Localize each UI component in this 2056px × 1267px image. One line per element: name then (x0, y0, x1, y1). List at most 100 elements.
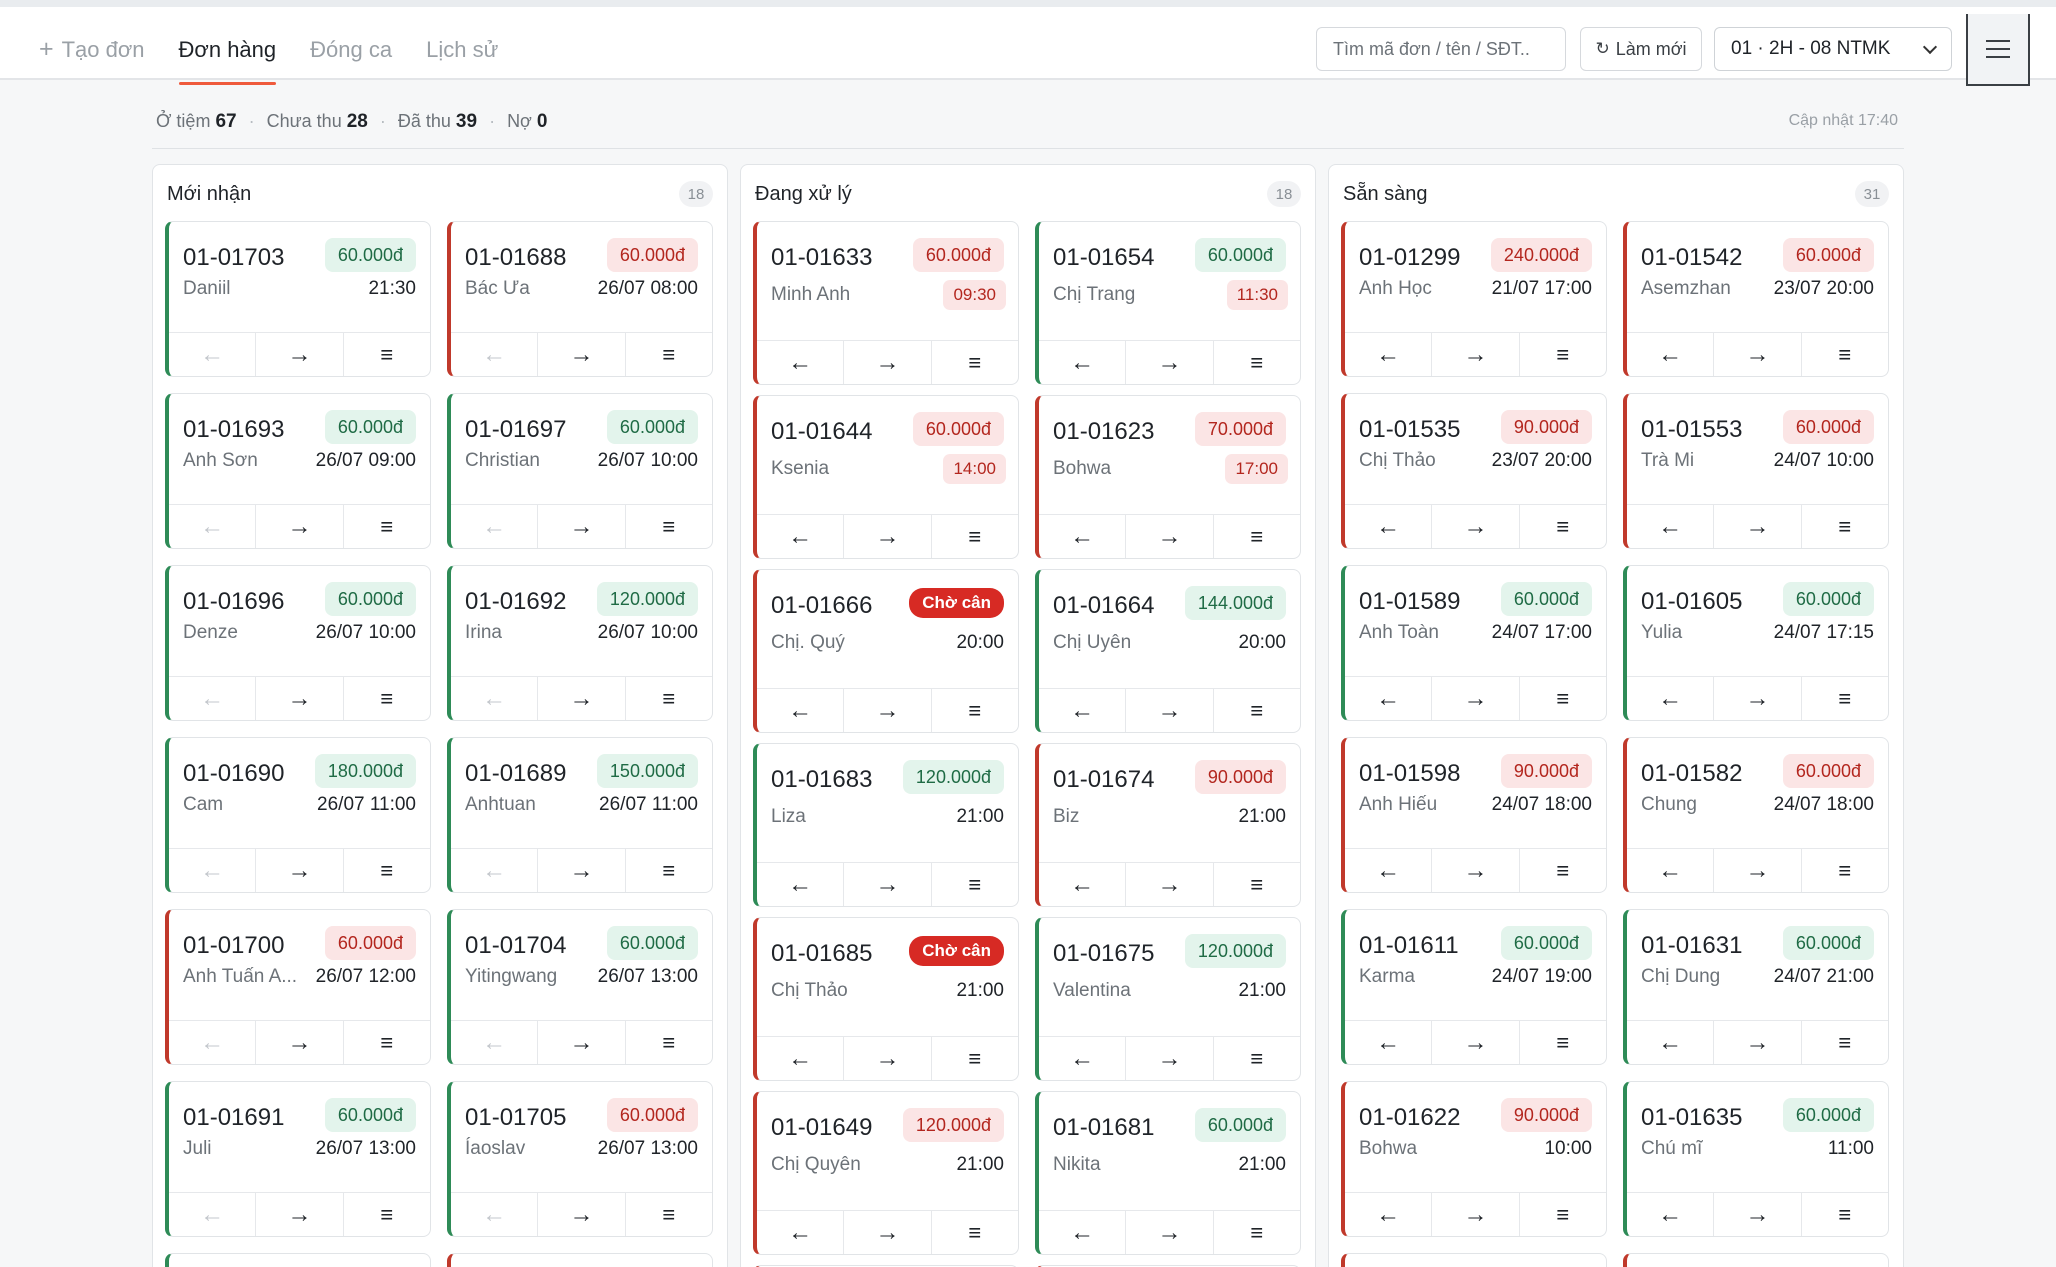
order-card[interactable]: 01-01705 60.000đ Íaoslav 26/07 13:00 ← → ≡ (447, 1081, 713, 1237)
order-card[interactable]: 01-01704 60.000đ Yitingwang 26/07 13:00 ← → ≡ (447, 909, 713, 1065)
card-menu-icon[interactable]: ≡ (1250, 523, 1264, 549)
card-menu-icon[interactable]: ≡ (662, 1201, 676, 1227)
refresh-button[interactable]: ↻ Làm mới (1580, 27, 1702, 71)
card-menu-icon[interactable]: ≡ (1838, 857, 1852, 883)
move-forward-arrow-icon[interactable]: → (844, 515, 932, 558)
move-back-arrow-icon[interactable]: ← (757, 341, 845, 384)
card-menu-icon[interactable]: ≡ (1838, 1029, 1852, 1055)
move-back-arrow-icon[interactable]: ← (1627, 677, 1715, 720)
move-back-arrow-icon[interactable]: ← (1627, 505, 1715, 548)
order-card[interactable]: 01-01681 60.000đ Nikita 21:00 ← → ≡ (1035, 1091, 1301, 1255)
order-card[interactable]: 01-01622 90.000đ Bohwa 10:00 ← → ≡ (1341, 1081, 1607, 1237)
move-forward-arrow-icon[interactable]: → (538, 1021, 626, 1064)
move-forward-arrow-icon[interactable]: → (1126, 515, 1214, 558)
move-back-arrow-icon[interactable]: ← (757, 863, 845, 906)
order-card-partial[interactable] (447, 1253, 713, 1267)
order-card[interactable]: 01-01688 60.000đ Bác Ưa 26/07 08:00 ← → ≡ (447, 221, 713, 377)
move-back-arrow-icon[interactable]: ← (1627, 1021, 1715, 1064)
card-menu-icon[interactable]: ≡ (1838, 685, 1852, 711)
move-forward-arrow-icon[interactable]: → (256, 1021, 344, 1064)
card-menu-icon[interactable]: ≡ (968, 871, 982, 897)
move-back-arrow-icon[interactable]: ← (1039, 863, 1127, 906)
order-card[interactable]: 01-01697 60.000đ Christian 26/07 10:00 ← → ≡ (447, 393, 713, 549)
card-menu-icon[interactable]: ≡ (968, 1219, 982, 1245)
move-forward-arrow-icon[interactable]: → (1714, 1193, 1802, 1236)
order-card[interactable]: 01-01644 60.000đ Ksenia 14:00 ← → ≡ (753, 395, 1019, 559)
order-card[interactable]: 01-01623 70.000đ Bohwa 17:00 ← → ≡ (1035, 395, 1301, 559)
order-card[interactable]: 01-01654 60.000đ Chị Trang 11:30 ← → ≡ (1035, 221, 1301, 385)
order-card[interactable]: 01-01703 60.000đ Daniil 21:30 ← → ≡ (165, 221, 431, 377)
card-menu-icon[interactable]: ≡ (1556, 1201, 1570, 1227)
card-menu-icon[interactable]: ≡ (662, 341, 676, 367)
order-card[interactable]: 01-01683 120.000đ Liza 21:00 ← → ≡ (753, 743, 1019, 907)
move-forward-arrow-icon[interactable]: → (538, 1193, 626, 1236)
move-forward-arrow-icon[interactable]: → (1432, 333, 1520, 376)
move-back-arrow-icon[interactable]: ← (1627, 849, 1715, 892)
order-card[interactable]: 01-01649 120.000đ Chị Quyên 21:00 ← → ≡ (753, 1091, 1019, 1255)
move-forward-arrow-icon[interactable]: → (1432, 849, 1520, 892)
move-forward-arrow-icon[interactable]: → (1714, 849, 1802, 892)
card-menu-icon[interactable]: ≡ (1556, 857, 1570, 883)
move-forward-arrow-icon[interactable]: → (1126, 1211, 1214, 1254)
move-back-arrow-icon[interactable]: ← (1039, 515, 1127, 558)
move-back-arrow-icon[interactable]: ← (1039, 689, 1127, 732)
tab-history[interactable]: Lịch sử (409, 14, 515, 85)
move-back-arrow-icon[interactable]: ← (1039, 1037, 1127, 1080)
order-card-partial[interactable] (1341, 1253, 1607, 1267)
order-card[interactable]: 01-01700 60.000đ Anh Tuấn A... 26/07 12:00 ←… (165, 909, 431, 1065)
card-menu-icon[interactable]: ≡ (380, 857, 394, 883)
move-back-arrow-icon[interactable]: ← (1345, 505, 1433, 548)
card-menu-icon[interactable]: ≡ (968, 349, 982, 375)
order-card[interactable]: 01-01542 60.000đ Asemzhan 23/07 20:00 ← → ≡ (1623, 221, 1889, 377)
order-card[interactable]: 01-01693 60.000đ Anh Sơn 26/07 09:00 ← → ≡ (165, 393, 431, 549)
card-menu-icon[interactable]: ≡ (968, 523, 982, 549)
move-forward-arrow-icon[interactable]: → (538, 849, 626, 892)
move-back-arrow-icon[interactable]: ← (757, 515, 845, 558)
order-card[interactable]: 01-01299 240.000đ Anh Học 21/07 17:00 ← → ≡ (1341, 221, 1607, 377)
move-back-arrow-icon[interactable]: ← (1345, 1193, 1433, 1236)
move-forward-arrow-icon[interactable]: → (1126, 689, 1214, 732)
order-card[interactable]: 01-01589 60.000đ Anh Toàn 24/07 17:00 ← → ≡ (1341, 565, 1607, 721)
card-menu-icon[interactable]: ≡ (1838, 513, 1852, 539)
card-menu-icon[interactable]: ≡ (662, 857, 676, 883)
card-menu-icon[interactable]: ≡ (1838, 1201, 1852, 1227)
move-forward-arrow-icon[interactable]: → (256, 505, 344, 548)
order-card[interactable]: 01-01598 90.000đ Anh Hiếu 24/07 18:00 ← → ≡ (1341, 737, 1607, 893)
order-card-partial[interactable] (1623, 1253, 1889, 1267)
order-card[interactable]: 01-01675 120.000đ Valentina 21:00 ← → ≡ (1035, 917, 1301, 1081)
move-forward-arrow-icon[interactable]: → (1126, 341, 1214, 384)
move-forward-arrow-icon[interactable]: → (256, 677, 344, 720)
move-forward-arrow-icon[interactable]: → (1432, 1193, 1520, 1236)
move-forward-arrow-icon[interactable]: → (256, 1193, 344, 1236)
card-menu-icon[interactable]: ≡ (662, 685, 676, 711)
card-menu-icon[interactable]: ≡ (1250, 1045, 1264, 1071)
card-menu-icon[interactable]: ≡ (662, 513, 676, 539)
move-forward-arrow-icon[interactable]: → (538, 677, 626, 720)
order-card[interactable]: 01-01692 120.000đ Irina 26/07 10:00 ← → ≡ (447, 565, 713, 721)
card-menu-icon[interactable]: ≡ (662, 1029, 676, 1055)
card-menu-icon[interactable]: ≡ (1556, 341, 1570, 367)
card-menu-icon[interactable]: ≡ (1838, 341, 1852, 367)
hamburger-menu-button[interactable] (1966, 14, 2030, 86)
move-forward-arrow-icon[interactable]: → (1714, 333, 1802, 376)
card-menu-icon[interactable]: ≡ (1250, 349, 1264, 375)
order-card[interactable]: 01-01582 60.000đ Chung 24/07 18:00 ← → ≡ (1623, 737, 1889, 893)
move-back-arrow-icon[interactable]: ← (757, 689, 845, 732)
move-forward-arrow-icon[interactable]: → (1432, 505, 1520, 548)
order-card[interactable]: 01-01696 60.000đ Denze 26/07 10:00 ← → ≡ (165, 565, 431, 721)
order-card[interactable]: 01-01553 60.000đ Trà Mi 24/07 10:00 ← → ≡ (1623, 393, 1889, 549)
move-forward-arrow-icon[interactable]: → (844, 863, 932, 906)
move-forward-arrow-icon[interactable]: → (1432, 677, 1520, 720)
card-menu-icon[interactable]: ≡ (380, 341, 394, 367)
card-menu-icon[interactable]: ≡ (1250, 697, 1264, 723)
order-card[interactable]: 01-01633 60.000đ Minh Anh 09:30 ← → ≡ (753, 221, 1019, 385)
card-menu-icon[interactable]: ≡ (1250, 1219, 1264, 1245)
order-card[interactable]: 01-01691 60.000đ Juli 26/07 13:00 ← → ≡ (165, 1081, 431, 1237)
card-menu-icon[interactable]: ≡ (1556, 1029, 1570, 1055)
card-menu-icon[interactable]: ≡ (1250, 871, 1264, 897)
move-back-arrow-icon[interactable]: ← (757, 1211, 845, 1254)
move-forward-arrow-icon[interactable]: → (844, 689, 932, 732)
move-forward-arrow-icon[interactable]: → (1432, 1021, 1520, 1064)
card-menu-icon[interactable]: ≡ (1556, 685, 1570, 711)
order-card[interactable]: 01-01611 60.000đ Karma 24/07 19:00 ← → ≡ (1341, 909, 1607, 1065)
